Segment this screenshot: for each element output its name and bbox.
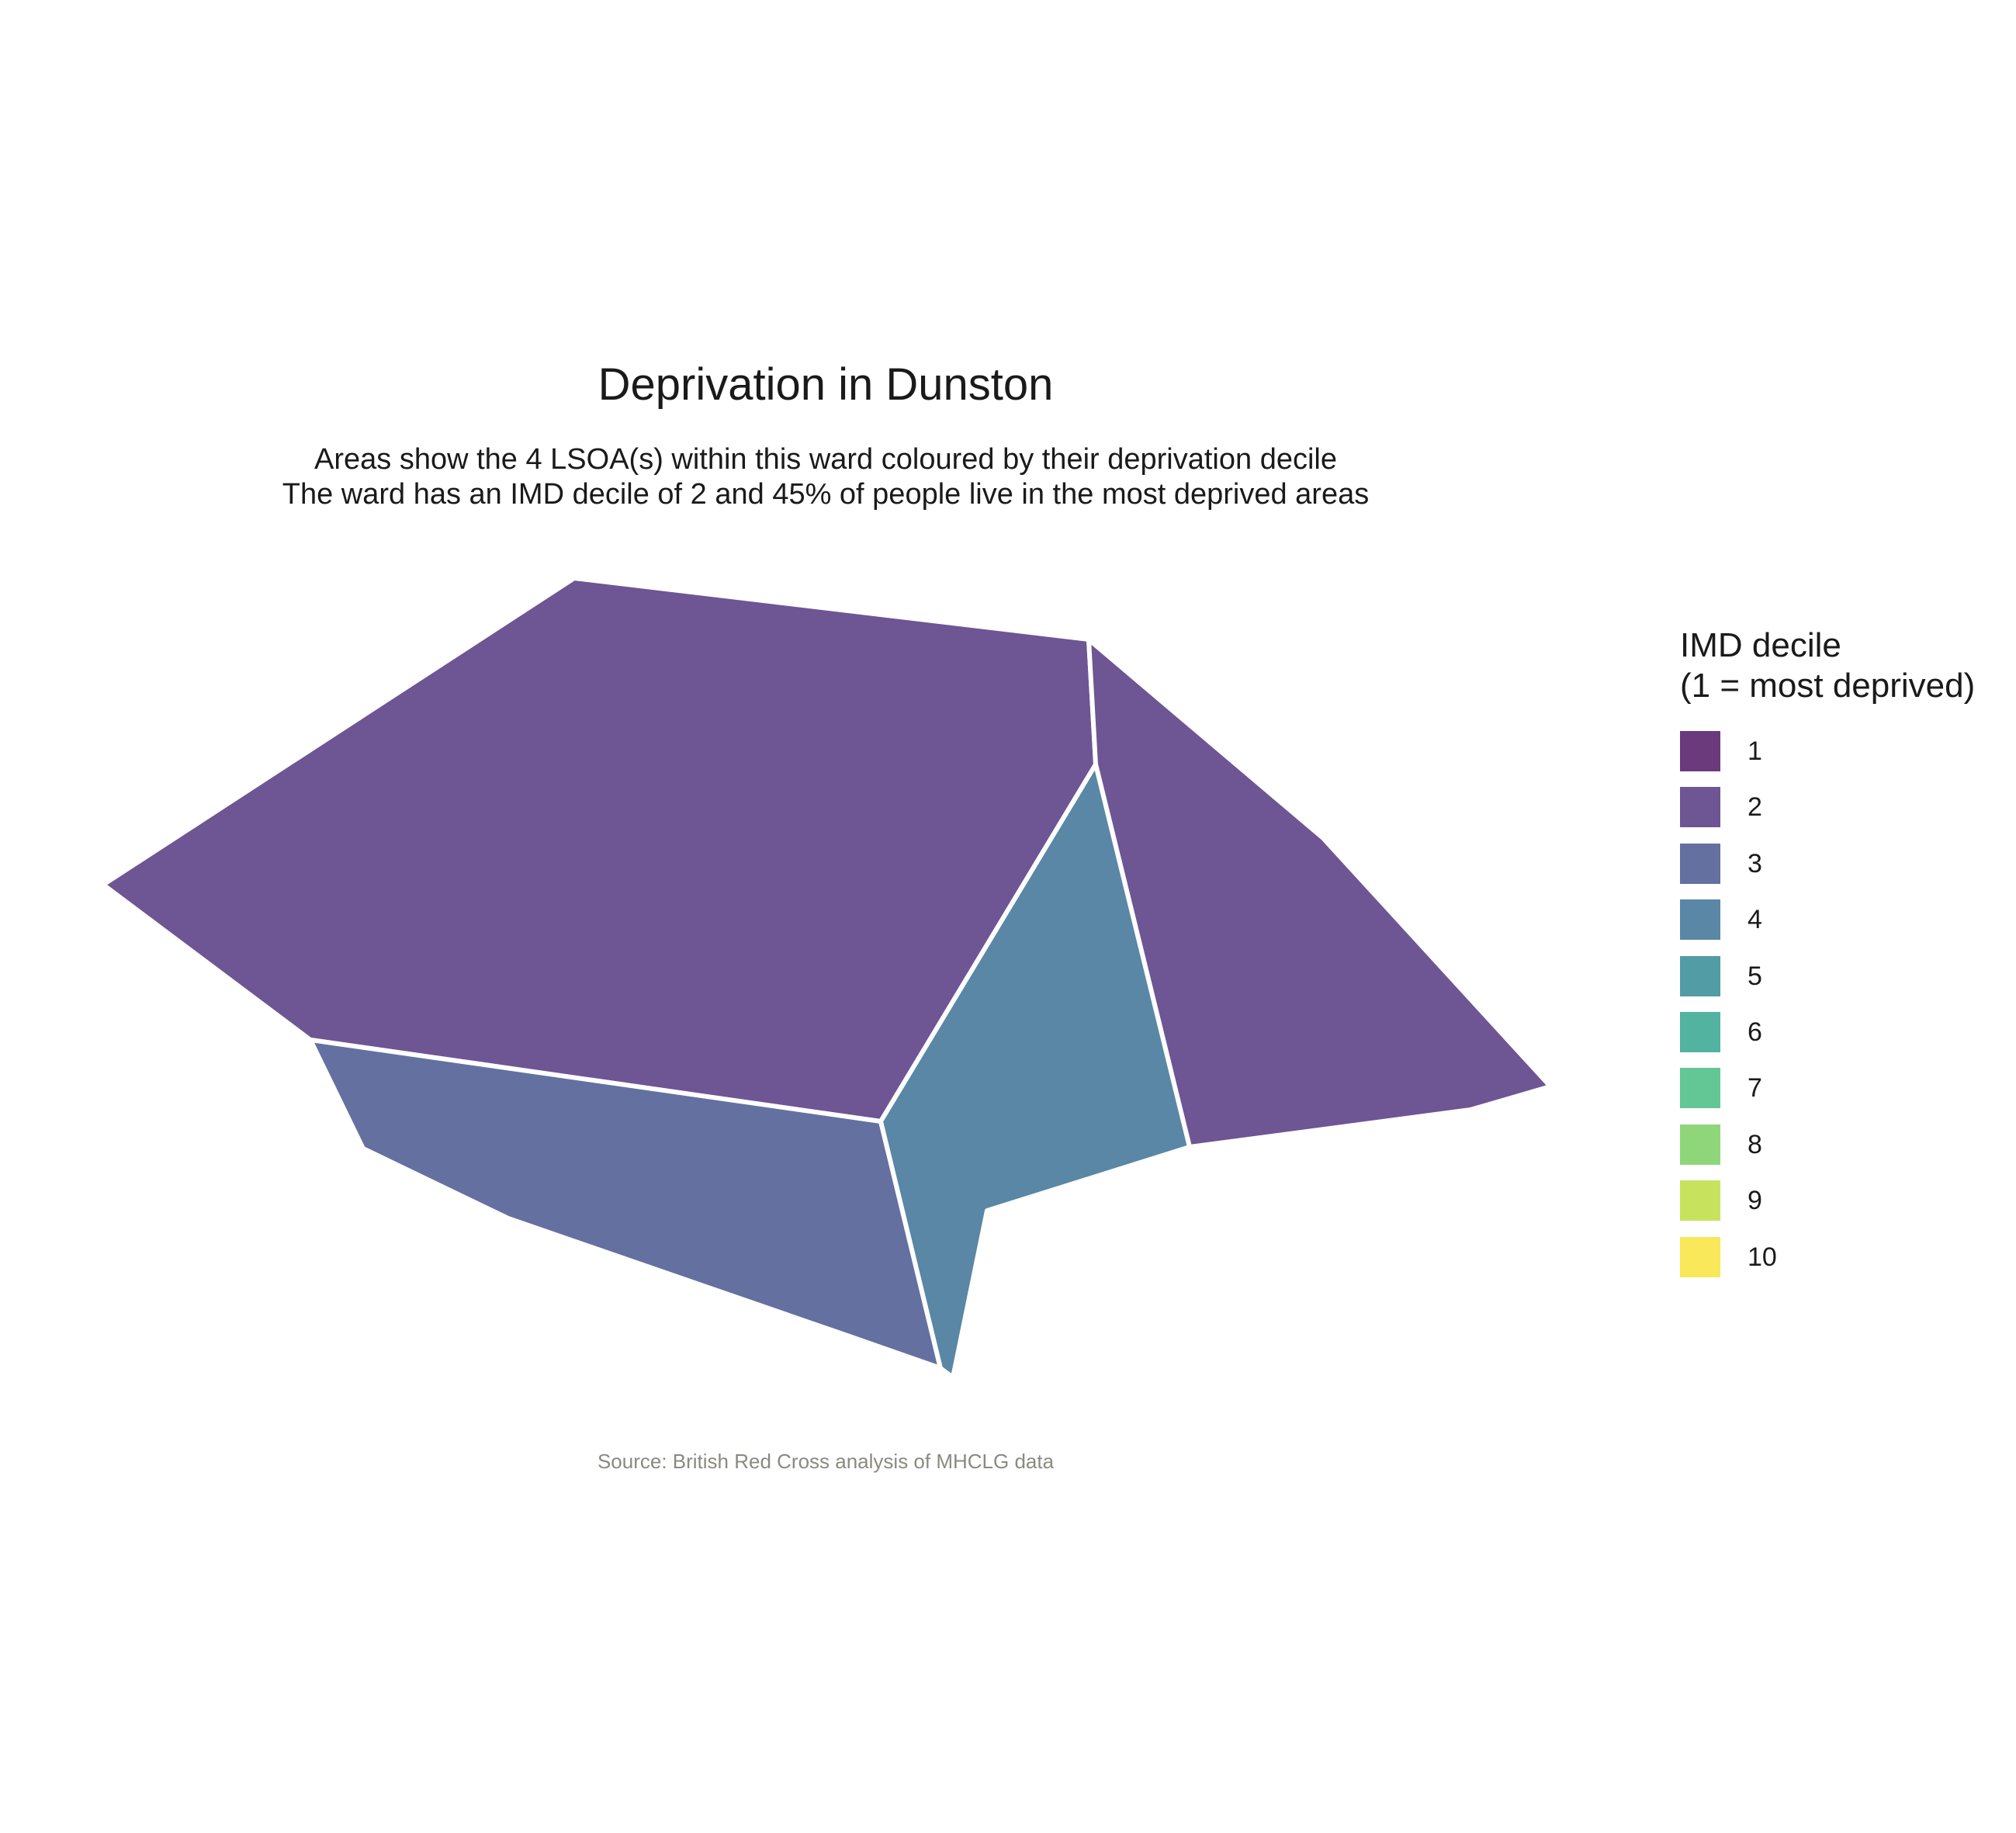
lsoa-area-south-central[interactable] (878, 762, 1192, 1380)
legend-label: 4 (1748, 905, 1762, 935)
legend-label: 8 (1748, 1129, 1762, 1159)
legend-title-line-1: IMD decile (1680, 626, 1841, 664)
legend-swatch (1680, 1180, 1720, 1221)
legend-title-line-2: (1 = most deprived) (1680, 667, 1976, 705)
legend-swatch (1680, 1124, 1720, 1165)
legend-label: 2 (1748, 792, 1762, 823)
legend-swatch (1680, 843, 1720, 884)
subtitle-line-2: The ward has an IMD decile of 2 and 45% … (282, 478, 1370, 511)
legend-label: 7 (1748, 1073, 1762, 1104)
legend-swatch (1680, 1068, 1720, 1109)
legend-item-6: 6 (1680, 1011, 1975, 1068)
legend-swatch (1680, 1011, 1720, 1052)
legend-label: 3 (1748, 848, 1762, 878)
legend-item-8: 8 (1680, 1124, 1975, 1180)
map-subtitle: Areas show the 4 LSOA(s) within this war… (0, 442, 1651, 512)
legend-swatch (1680, 955, 1720, 996)
legend-items: 1 2 3 4 5 6 7 8 9 10 (1680, 731, 1975, 1293)
legend-item-5: 5 (1680, 955, 1975, 1012)
legend-item-10: 10 (1680, 1236, 1975, 1293)
legend-item-4: 4 (1680, 899, 1975, 955)
legend-swatch (1680, 787, 1720, 828)
legend-label: 1 (1748, 736, 1762, 766)
legend-label: 6 (1748, 1017, 1762, 1047)
subtitle-line-1: Areas show the 4 LSOA(s) within this war… (314, 443, 1337, 476)
legend-item-2: 2 (1680, 787, 1975, 843)
legend-label: 5 (1748, 961, 1762, 991)
legend-item-7: 7 (1680, 1068, 1975, 1124)
legend-swatch (1680, 899, 1720, 941)
legend-swatch (1680, 1236, 1720, 1277)
source-note: Source: British Red Cross analysis of MH… (597, 1450, 1055, 1473)
map-title: Deprivation in Dunston (598, 359, 1054, 410)
legend-item-3: 3 (1680, 843, 1975, 899)
legend-item-9: 9 (1680, 1180, 1975, 1236)
legend-label: 10 (1748, 1242, 1777, 1272)
legend-label: 9 (1748, 1186, 1762, 1216)
legend-swatch (1680, 731, 1720, 771)
legend-title: IMD decile (1 = most deprived) (1680, 625, 1975, 706)
legend: IMD decile (1 = most deprived) 1 2 3 4 5 6 7 8 9… (1680, 625, 1975, 1293)
legend-item-1: 1 (1680, 731, 1975, 787)
